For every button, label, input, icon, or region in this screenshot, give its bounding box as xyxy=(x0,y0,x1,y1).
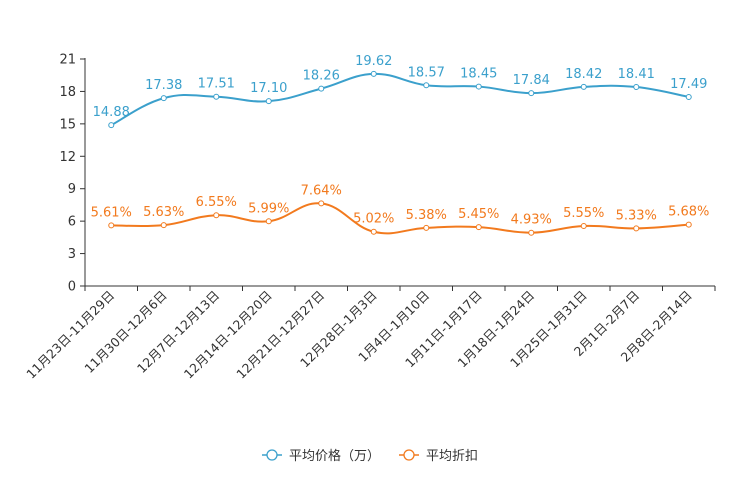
data-point[interactable] xyxy=(685,221,692,228)
data-label: 18.57 xyxy=(408,65,445,80)
data-label: 5.45% xyxy=(458,207,499,222)
y-tick-label: 3 xyxy=(68,247,76,262)
data-label: 5.63% xyxy=(143,205,184,220)
y-tick-label: 15 xyxy=(59,117,76,132)
series-line-1 xyxy=(111,202,689,235)
data-label: 4.93% xyxy=(511,213,552,228)
data-label: 17.38 xyxy=(145,78,182,93)
data-point[interactable] xyxy=(160,222,167,229)
data-point[interactable] xyxy=(318,85,325,92)
y-tick-label: 9 xyxy=(68,182,76,197)
x-tick-label: 12月21日-12月27日 xyxy=(233,288,327,382)
series-line-0 xyxy=(110,72,689,127)
data-label: 18.42 xyxy=(565,67,602,82)
data-label: 18.26 xyxy=(303,69,340,84)
data-label: 5.33% xyxy=(616,208,657,223)
data-point[interactable] xyxy=(265,98,272,105)
data-point[interactable] xyxy=(528,229,535,236)
legend: 平均价格（万） 平均折扣 xyxy=(262,448,478,464)
legend-swatch-marker xyxy=(266,449,278,461)
data-point[interactable] xyxy=(160,95,167,102)
data-point[interactable] xyxy=(265,218,272,225)
legend-label: 平均价格（万） xyxy=(289,448,380,464)
data-label: 17.10 xyxy=(250,81,287,96)
data-label: 6.55% xyxy=(196,195,237,210)
legend-label: 平均折扣 xyxy=(426,449,478,464)
data-point[interactable] xyxy=(528,90,535,97)
data-label: 5.02% xyxy=(353,212,394,227)
data-label: 18.41 xyxy=(618,67,655,82)
data-point[interactable] xyxy=(213,93,220,100)
data-label: 18.45 xyxy=(460,67,497,82)
legend-swatch-marker xyxy=(403,449,415,461)
data-point[interactable] xyxy=(475,83,482,90)
data-point[interactable] xyxy=(108,122,115,129)
data-point[interactable] xyxy=(423,224,430,231)
y-tick-label: 21 xyxy=(59,53,76,68)
data-labels-layer: 14.88 17.38 17.51 17.10 18.26 19.62 18.57 18.45… xyxy=(91,54,710,228)
data-point[interactable] xyxy=(423,82,430,89)
data-label: 14.88 xyxy=(93,105,130,120)
data-point[interactable] xyxy=(370,70,377,77)
y-tick-label: 18 xyxy=(59,85,76,100)
legend-item-0[interactable]: 平均价格（万） xyxy=(262,448,380,464)
y-tick-label: 6 xyxy=(68,215,76,230)
data-label: 17.49 xyxy=(670,77,707,92)
data-point[interactable] xyxy=(318,200,325,207)
data-point[interactable] xyxy=(370,228,377,235)
legend-item-1[interactable]: 平均折扣 xyxy=(399,449,478,464)
data-label: 5.55% xyxy=(563,206,604,221)
data-label: 17.51 xyxy=(198,77,235,92)
x-tick-label: 11月23日-11月29日 xyxy=(23,288,117,382)
data-label: 19.62 xyxy=(355,54,392,69)
data-label: 5.38% xyxy=(406,208,447,223)
data-label: 5.61% xyxy=(91,205,132,220)
data-point[interactable] xyxy=(213,212,220,219)
data-label: 5.99% xyxy=(248,201,289,216)
y-tick-label: 12 xyxy=(59,150,76,165)
data-point[interactable] xyxy=(685,93,692,100)
data-point[interactable] xyxy=(633,83,640,90)
data-label: 17.84 xyxy=(513,73,550,88)
x-tick-label: 12月14日-12月20日 xyxy=(181,288,275,382)
y-tick-label: 0 xyxy=(68,280,76,295)
data-point[interactable] xyxy=(633,225,640,232)
data-label: 7.64% xyxy=(301,183,342,198)
data-point[interactable] xyxy=(108,222,115,229)
data-label: 5.68% xyxy=(668,205,709,220)
series-layer xyxy=(108,70,692,236)
data-point[interactable] xyxy=(475,224,482,231)
data-point[interactable] xyxy=(580,83,587,90)
data-point[interactable] xyxy=(580,223,587,230)
